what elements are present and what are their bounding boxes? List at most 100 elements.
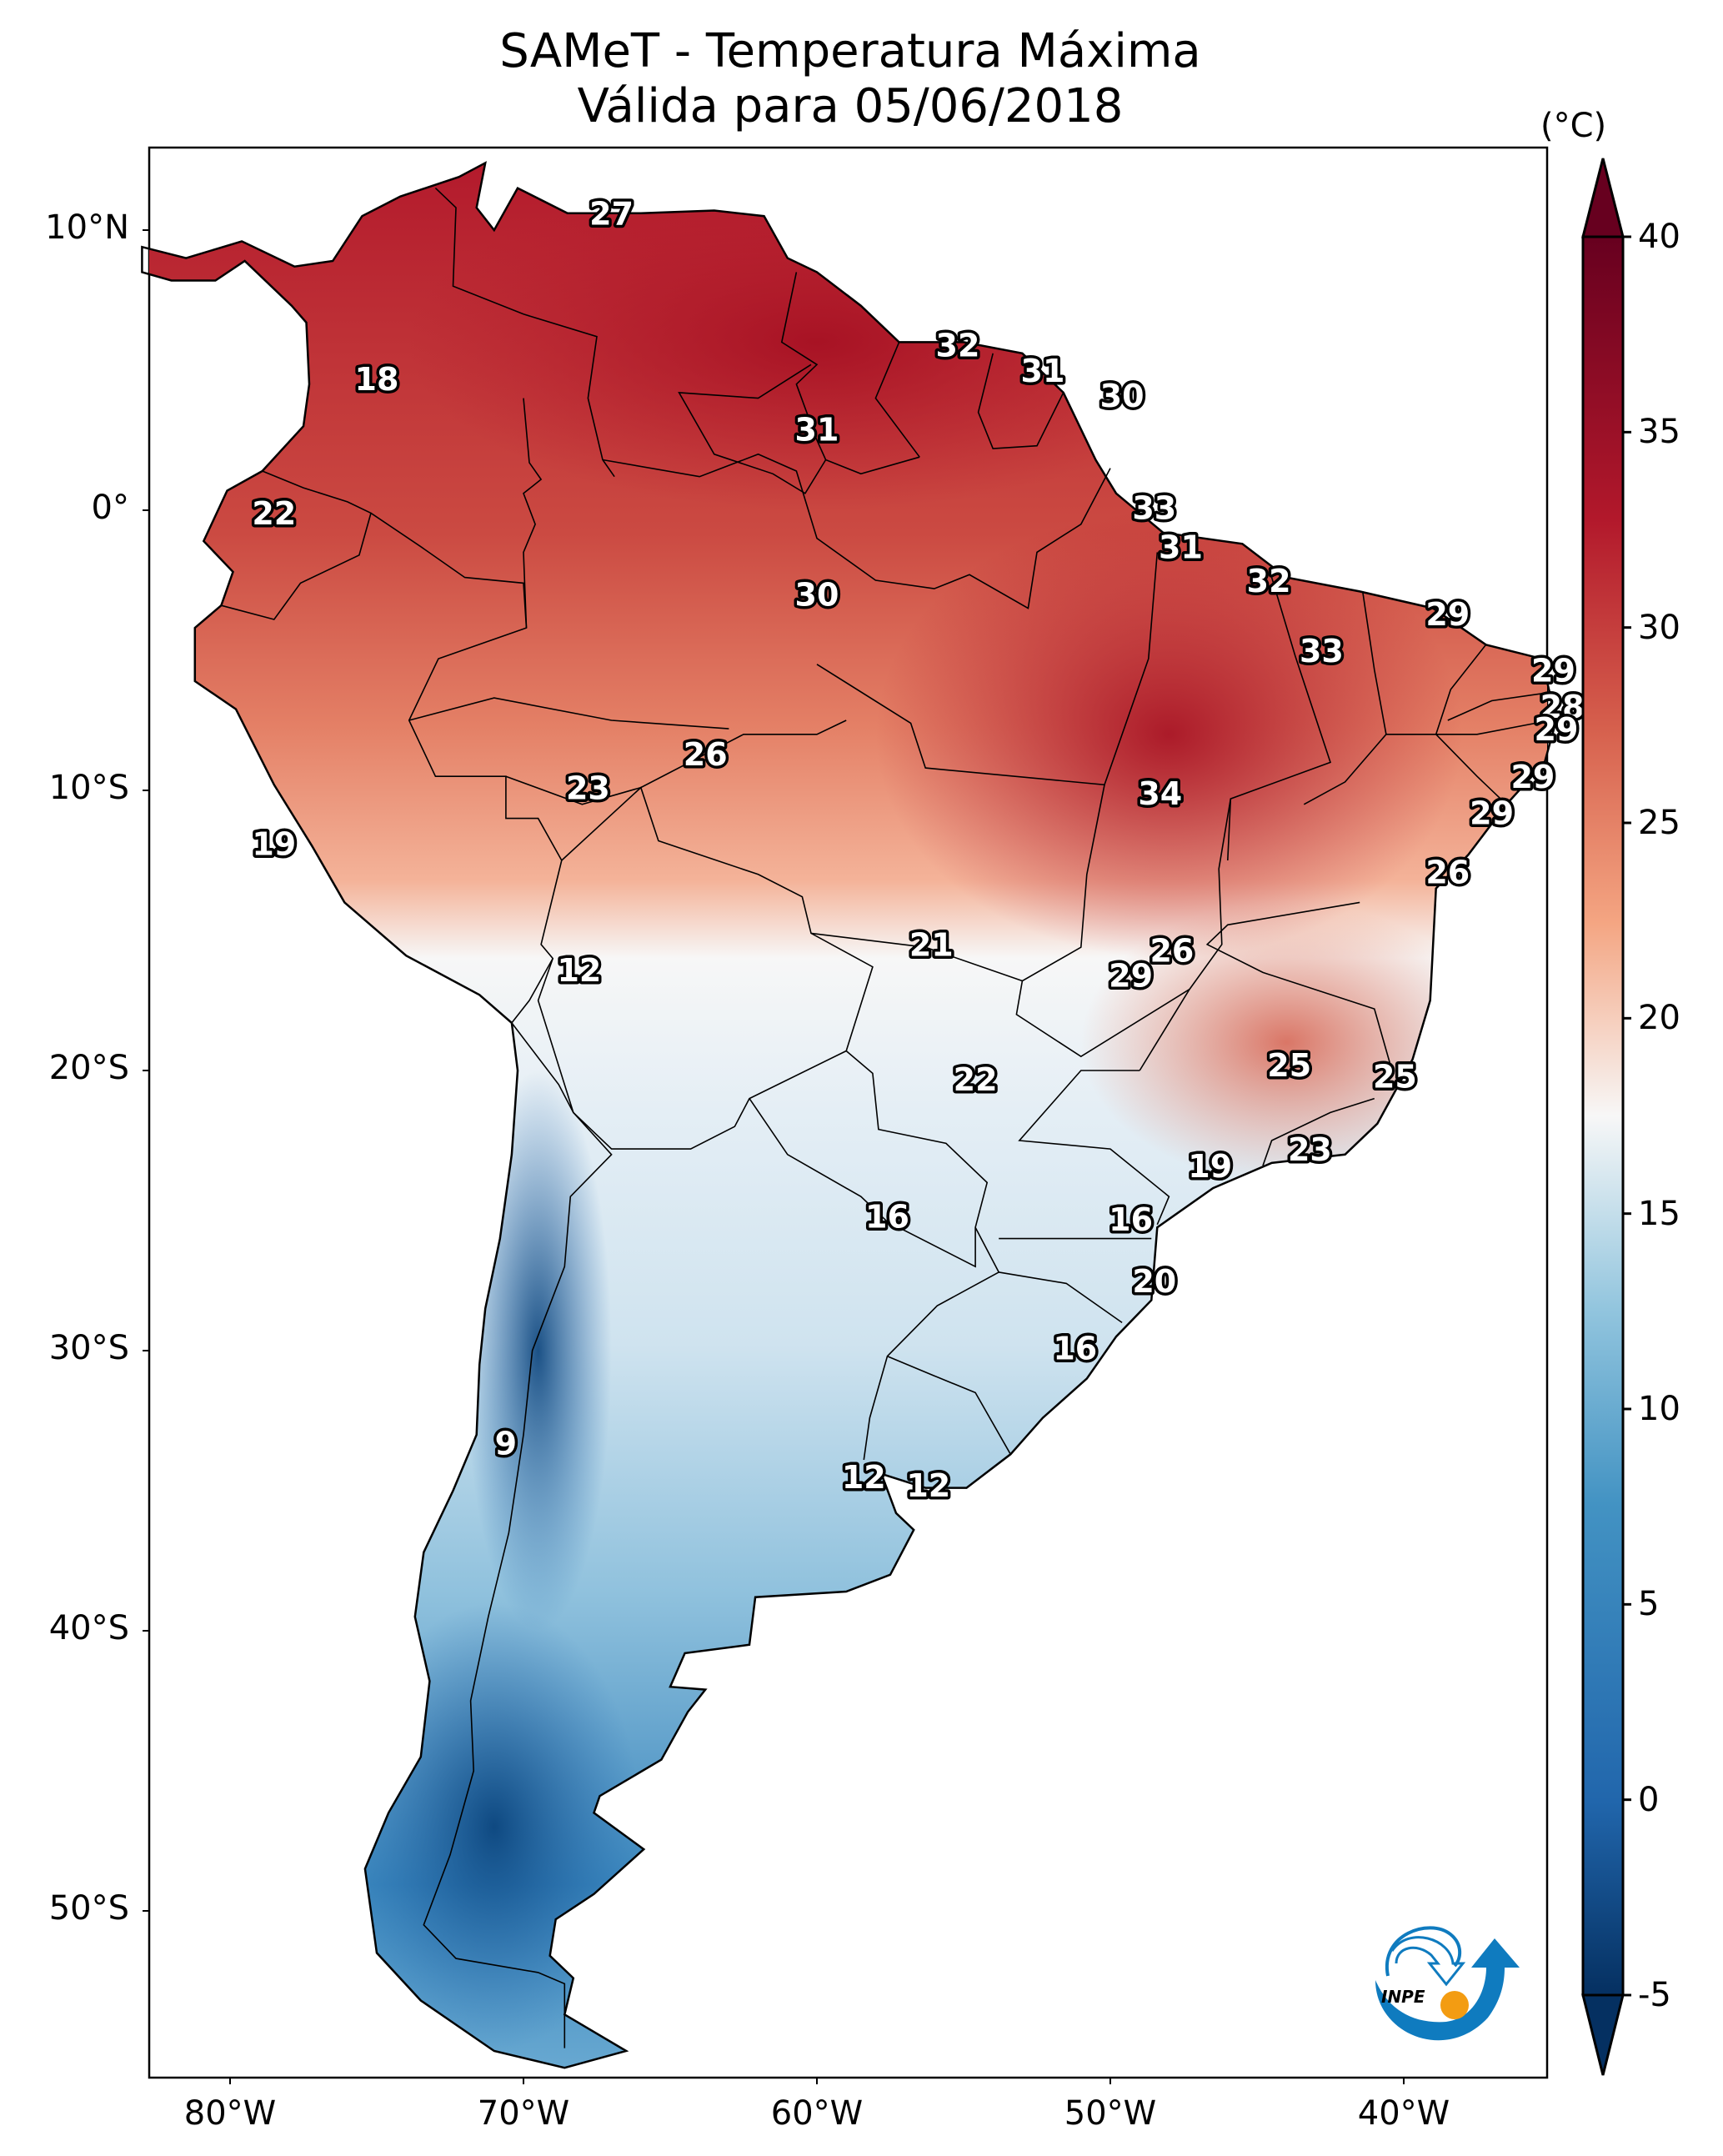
logo-text: INPE xyxy=(1381,1987,1425,2007)
x-tick-label: 80°W xyxy=(183,2094,277,2133)
map-title: SAMeT - Temperatura Máxima xyxy=(499,24,1201,78)
country-border xyxy=(370,512,563,1024)
temperature-annotation: 12 xyxy=(557,952,601,989)
colorbar-tick-label: -5 xyxy=(1638,1976,1671,2014)
temperature-annotation: 32 xyxy=(1247,563,1291,599)
country-border xyxy=(408,697,729,730)
country-border xyxy=(678,364,827,494)
country-border xyxy=(505,720,847,805)
country-border xyxy=(810,932,1023,982)
country-border xyxy=(434,188,615,478)
colorbar-unit-label: (°C) xyxy=(1540,107,1607,145)
y-tick-label: 40°S xyxy=(48,1609,129,1647)
y-tick-label: 10°N xyxy=(45,208,129,247)
country-border xyxy=(816,552,1159,786)
country-border xyxy=(1205,901,1393,1071)
country-border xyxy=(1385,720,1551,735)
temperature-annotation: 21 xyxy=(909,927,954,964)
temperature-annotation: 32 xyxy=(936,328,980,364)
temperature-annotation: 30 xyxy=(1100,378,1144,414)
y-tick-label: 20°S xyxy=(48,1049,129,1087)
temperature-annotation: 18 xyxy=(355,361,399,398)
x-tick-label: 50°W xyxy=(1064,2094,1157,2133)
country-border xyxy=(887,1355,1011,1455)
temperature-annotation: 25 xyxy=(1373,1059,1417,1096)
country-border xyxy=(523,398,543,629)
temperature-annotation: 28 xyxy=(1540,689,1585,725)
country-border xyxy=(780,272,920,475)
temperature-annotation: 9 xyxy=(495,1426,517,1462)
logo-arrow-icon xyxy=(1375,1938,1520,2041)
logo-swirl-icon xyxy=(1385,1926,1462,1977)
colorbar-tick-label: 20 xyxy=(1638,999,1680,1038)
y-tick-label: 50°S xyxy=(48,1889,129,1928)
temperature-annotation: 23 xyxy=(1288,1131,1332,1168)
country-border xyxy=(999,1271,1123,1324)
temperature-annotation: 31 xyxy=(1021,353,1065,389)
temperature-annotation: 12 xyxy=(906,1467,950,1504)
colorbar-tick-label: 30 xyxy=(1638,608,1680,647)
x-tick-label: 40°W xyxy=(1357,2094,1450,2133)
colorbar-bar xyxy=(1581,235,1625,1997)
temperature-annotation: 27 xyxy=(589,196,634,233)
country-border xyxy=(977,353,1064,449)
y-tick-marks xyxy=(143,229,149,1912)
country-border xyxy=(602,453,1111,609)
y-tick-label: 10°S xyxy=(48,769,129,807)
colorbar-tick-label: 10 xyxy=(1638,1390,1680,1428)
country-border xyxy=(874,342,920,458)
temperature-annotation: 31 xyxy=(795,411,839,448)
country-border xyxy=(1262,1097,1375,1166)
temperature-annotation: 33 xyxy=(1132,490,1176,527)
colorbar-upper-extend xyxy=(1581,158,1625,238)
country-border xyxy=(1447,691,1551,721)
temperature-annotation: 16 xyxy=(1109,1201,1153,1238)
x-tick-label: 70°W xyxy=(477,2094,570,2133)
temperature-annotation: 29 xyxy=(1510,759,1555,795)
colorbar-tick-label: 40 xyxy=(1638,218,1680,256)
temperature-annotation: 26 xyxy=(1150,932,1194,969)
temperature-annotation: 29 xyxy=(1531,652,1575,689)
temperature-annotation: 29 xyxy=(1425,596,1470,633)
colorbar-tick-label: 15 xyxy=(1638,1194,1680,1233)
temperature-annotation: 12 xyxy=(842,1459,886,1496)
temperature-annotation: 29 xyxy=(1470,795,1514,832)
temperature-annotation: 29 xyxy=(1109,958,1153,995)
logo-sun-icon xyxy=(1440,1991,1469,2019)
temperature-annotation: 16 xyxy=(1053,1331,1097,1367)
map-subtitle: Válida para 05/06/2018 xyxy=(577,79,1124,133)
temperature-annotation: 26 xyxy=(684,736,728,773)
country-border xyxy=(1227,577,1332,861)
coastline xyxy=(141,161,1558,2069)
colorbar-tick-label: 0 xyxy=(1638,1780,1660,1819)
hot-region-central xyxy=(875,510,1463,959)
temperature-annotation: 25 xyxy=(1267,1047,1311,1084)
temperature-annotation: 22 xyxy=(252,495,296,532)
temperature-annotation: 22 xyxy=(954,1061,998,1098)
temperature-annotation: 30 xyxy=(795,577,839,614)
temperature-annotation: 23 xyxy=(566,770,610,807)
temperature-annotation: 26 xyxy=(1425,854,1470,890)
temperature-annotation: 34 xyxy=(1138,775,1182,812)
colorbar xyxy=(1581,158,1631,2076)
temperature-labels: 2718223231303133313230293329282929292623… xyxy=(249,193,1587,1507)
country-border xyxy=(863,1226,1000,1461)
country-border xyxy=(1139,798,1232,1071)
country-border xyxy=(1018,1070,1170,1226)
temperature-annotation: 16 xyxy=(865,1199,909,1236)
colorbar-tick-label: 5 xyxy=(1638,1585,1660,1624)
inpe-logo: INPE xyxy=(1375,1926,1520,2041)
temperature-annotation: 29 xyxy=(1535,711,1579,748)
colorbar-tick-label: 35 xyxy=(1638,413,1680,452)
y-tick-label: 30°S xyxy=(48,1329,129,1367)
temperature-annotation: 19 xyxy=(252,826,296,863)
country-border xyxy=(221,470,372,620)
temperature-annotation: 33 xyxy=(1300,633,1344,669)
y-tick-label: 0° xyxy=(91,489,129,527)
x-tick-label: 60°W xyxy=(770,2094,864,2133)
country-borders xyxy=(221,188,1551,2048)
colorbar-lower-extend xyxy=(1581,1993,1625,2076)
country-border xyxy=(423,1022,613,2048)
temperature-annotation: 20 xyxy=(1132,1263,1176,1300)
